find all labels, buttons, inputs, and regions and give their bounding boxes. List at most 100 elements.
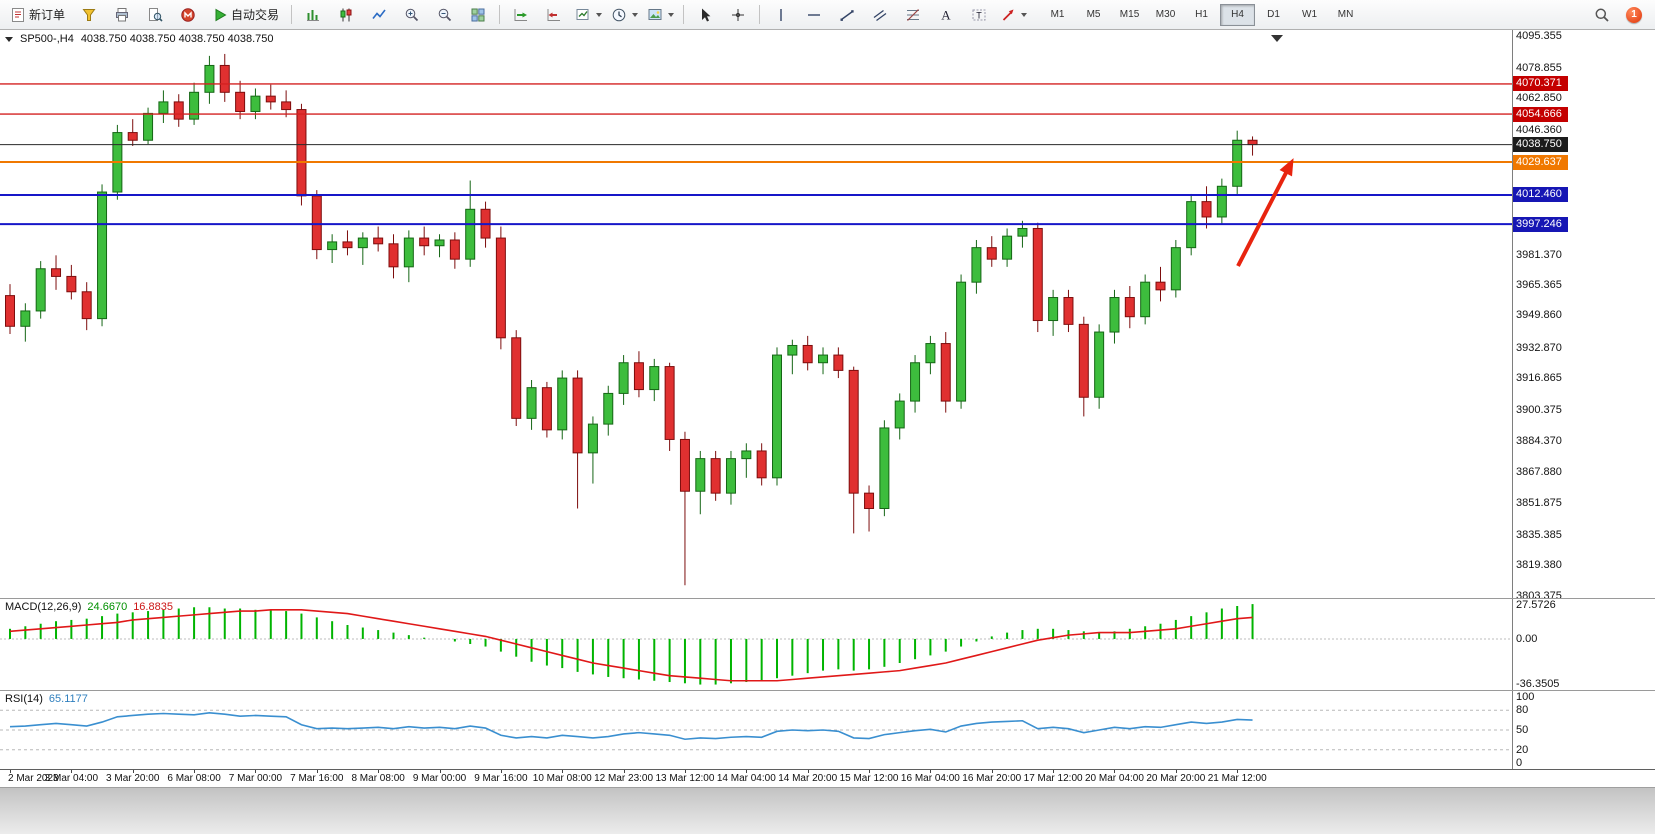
funnel-icon [82, 8, 96, 21]
timeframe-m30-button[interactable]: M30 [1155, 9, 1176, 20]
time-axis-label: 16 Mar 20:00 [962, 773, 1022, 784]
rsi-axis[interactable]: 100 80 50 20 0 [1512, 691, 1655, 769]
time-axis-tick [1175, 770, 1177, 773]
macd-signal-value: 16.8835 [133, 601, 173, 613]
profiles-button[interactable] [73, 2, 105, 28]
new-order-icon [12, 7, 24, 22]
timeframe-h1-button[interactable]: H1 [1195, 9, 1208, 20]
vertical-line-tool-button[interactable] [765, 2, 797, 28]
chart-ohlc-values: 4038.750 4038.750 4038.750 4038.750 [80, 33, 274, 45]
time-axis-tick [746, 770, 748, 773]
time-axis-tick [194, 770, 196, 773]
price-axis-label: 3819.380 [1516, 559, 1562, 572]
time-axis-tick [684, 770, 686, 773]
line-chart-button[interactable] [363, 2, 395, 28]
new-order-button[interactable]: 新订单 [3, 2, 72, 28]
macd-axis[interactable]: 27.5726 0.00 -36.3505 [1512, 599, 1655, 690]
svg-text:A: A [941, 7, 951, 22]
channel-tool-button[interactable] [864, 2, 896, 28]
price-axis-label: 3851.875 [1516, 496, 1562, 509]
period-dropdown[interactable] [607, 2, 642, 28]
price-axis-label: 3949.860 [1516, 309, 1562, 322]
zoom-out-button[interactable] [429, 2, 461, 28]
macd-plot[interactable]: MACD(12,26,9) 24.6670 16.8835 [0, 599, 1512, 690]
arrow-objects-icon [1002, 9, 1014, 21]
time-axis-label: 3 Mar 04:00 [44, 773, 99, 784]
time-axis-label: 7 Mar 00:00 [228, 773, 283, 784]
macd-label: MACD(12,26,9) [5, 601, 82, 613]
rsi-plot[interactable]: RSI(14) 65.1177 [0, 691, 1512, 769]
timeframe-m15-button[interactable]: M15 [1119, 9, 1140, 20]
text-label-icon: T [972, 9, 986, 20]
horizontal-line-icon [808, 13, 821, 16]
time-axis[interactable]: 2 Mar 2023 3 Mar 04:00 3 Mar 20:00 6 Mar 08… [0, 769, 1655, 787]
price-badge: 4012.460 [1513, 187, 1568, 203]
cursor-tool-button[interactable] [689, 2, 721, 28]
time-axis-label: 9 Mar 16:00 [474, 773, 528, 784]
print-preview-button[interactable] [139, 2, 171, 28]
timeframe-h4-button[interactable]: H4 [1220, 3, 1256, 26]
notification-badge[interactable]: 1 [1626, 6, 1642, 23]
chevron-down-icon [632, 12, 639, 17]
crosshair-tool-button[interactable] [722, 2, 754, 28]
time-axis-label: 20 Mar 20:00 [1146, 773, 1206, 784]
rsi-panel: RSI(14) 65.1177 100 80 50 20 0 [0, 690, 1655, 769]
price-badge: 3997.246 [1513, 216, 1568, 232]
rsi-chart [0, 709, 1512, 751]
text-tool-button[interactable]: A [930, 2, 962, 28]
candlestick-chart-button[interactable] [330, 2, 362, 28]
time-axis-label: 8 Mar 08:00 [351, 773, 405, 784]
timeframe-m5-button[interactable]: M5 [1086, 9, 1101, 20]
community-icon [181, 7, 195, 22]
bar-chart-button[interactable] [297, 2, 329, 28]
new-chart-dropdown[interactable] [571, 2, 606, 28]
fibonacci-icon [907, 8, 920, 21]
label-tool-button[interactable]: T [963, 2, 995, 28]
time-axis-tick [71, 770, 73, 773]
toolbar-right: 1 [1586, 2, 1652, 28]
auto-trading-button[interactable]: 自动交易 [205, 2, 286, 28]
macd-chart [0, 604, 1512, 685]
time-axis-label: 12 Mar 23:00 [594, 773, 654, 784]
timeframe-w1-button[interactable]: W1 [1302, 9, 1318, 20]
printer-icon [116, 7, 129, 21]
auto-scroll-button[interactable] [505, 2, 537, 28]
chart-shift-button[interactable] [538, 2, 570, 28]
chart-symbol-label: SP500-,H4 [20, 33, 74, 45]
price-axis-label: 3916.865 [1516, 372, 1562, 385]
toolbar-separator [683, 5, 685, 24]
auto-trading-label: 自动交易 [231, 8, 280, 22]
rsi-axis-label: 50 [1516, 724, 1529, 736]
trendline-tool-button[interactable] [831, 2, 863, 28]
time-axis-label: 13 Mar 12:00 [655, 773, 715, 784]
chart-collapse-icon[interactable] [5, 36, 13, 42]
tile-windows-button[interactable] [462, 2, 494, 28]
timeframe-m1-button[interactable]: M1 [1050, 9, 1065, 20]
arrows-dropdown[interactable] [996, 2, 1031, 28]
time-axis-label: 10 Mar 08:00 [532, 773, 592, 784]
timeframe-mn-button[interactable]: MN [1337, 9, 1354, 20]
community-button[interactable] [172, 2, 204, 28]
price-axis-label: 3884.370 [1516, 434, 1562, 447]
rsi-axis-label: 0 [1516, 757, 1523, 769]
chart-shift-icon [547, 8, 561, 21]
time-axis-tick [1053, 770, 1055, 773]
search-button[interactable] [1586, 2, 1618, 28]
time-axis-tick [10, 770, 11, 773]
time-axis-label: 3 Mar 20:00 [106, 773, 160, 784]
price-axis[interactable]: 4095.355 4078.855 4062.850 4046.360 3981.370… [1512, 30, 1655, 602]
horizontal-line-tool-button[interactable] [798, 2, 830, 28]
timeframe-d1-button[interactable]: D1 [1267, 9, 1280, 20]
main-chart-plot[interactable]: SP500-,H4 4038.750 4038.750 4038.750 403… [0, 30, 1512, 598]
rsi-axis-label: 80 [1516, 704, 1529, 717]
time-axis-tick [132, 770, 134, 773]
time-axis-label: 7 Mar 16:00 [290, 773, 344, 784]
time-axis-label: 9 Mar 00:00 [412, 773, 467, 784]
time-axis-label: 14 Mar 20:00 [778, 773, 838, 784]
template-dropdown[interactable] [643, 2, 678, 28]
print-button[interactable] [106, 2, 138, 28]
zoom-in-button[interactable] [396, 2, 428, 28]
fibonacci-tool-button[interactable] [897, 2, 929, 28]
macd-axis-label: -36.3505 [1516, 678, 1560, 690]
main-chart-panel: SP500-,H4 4038.750 4038.750 4038.750 403… [0, 30, 1655, 602]
